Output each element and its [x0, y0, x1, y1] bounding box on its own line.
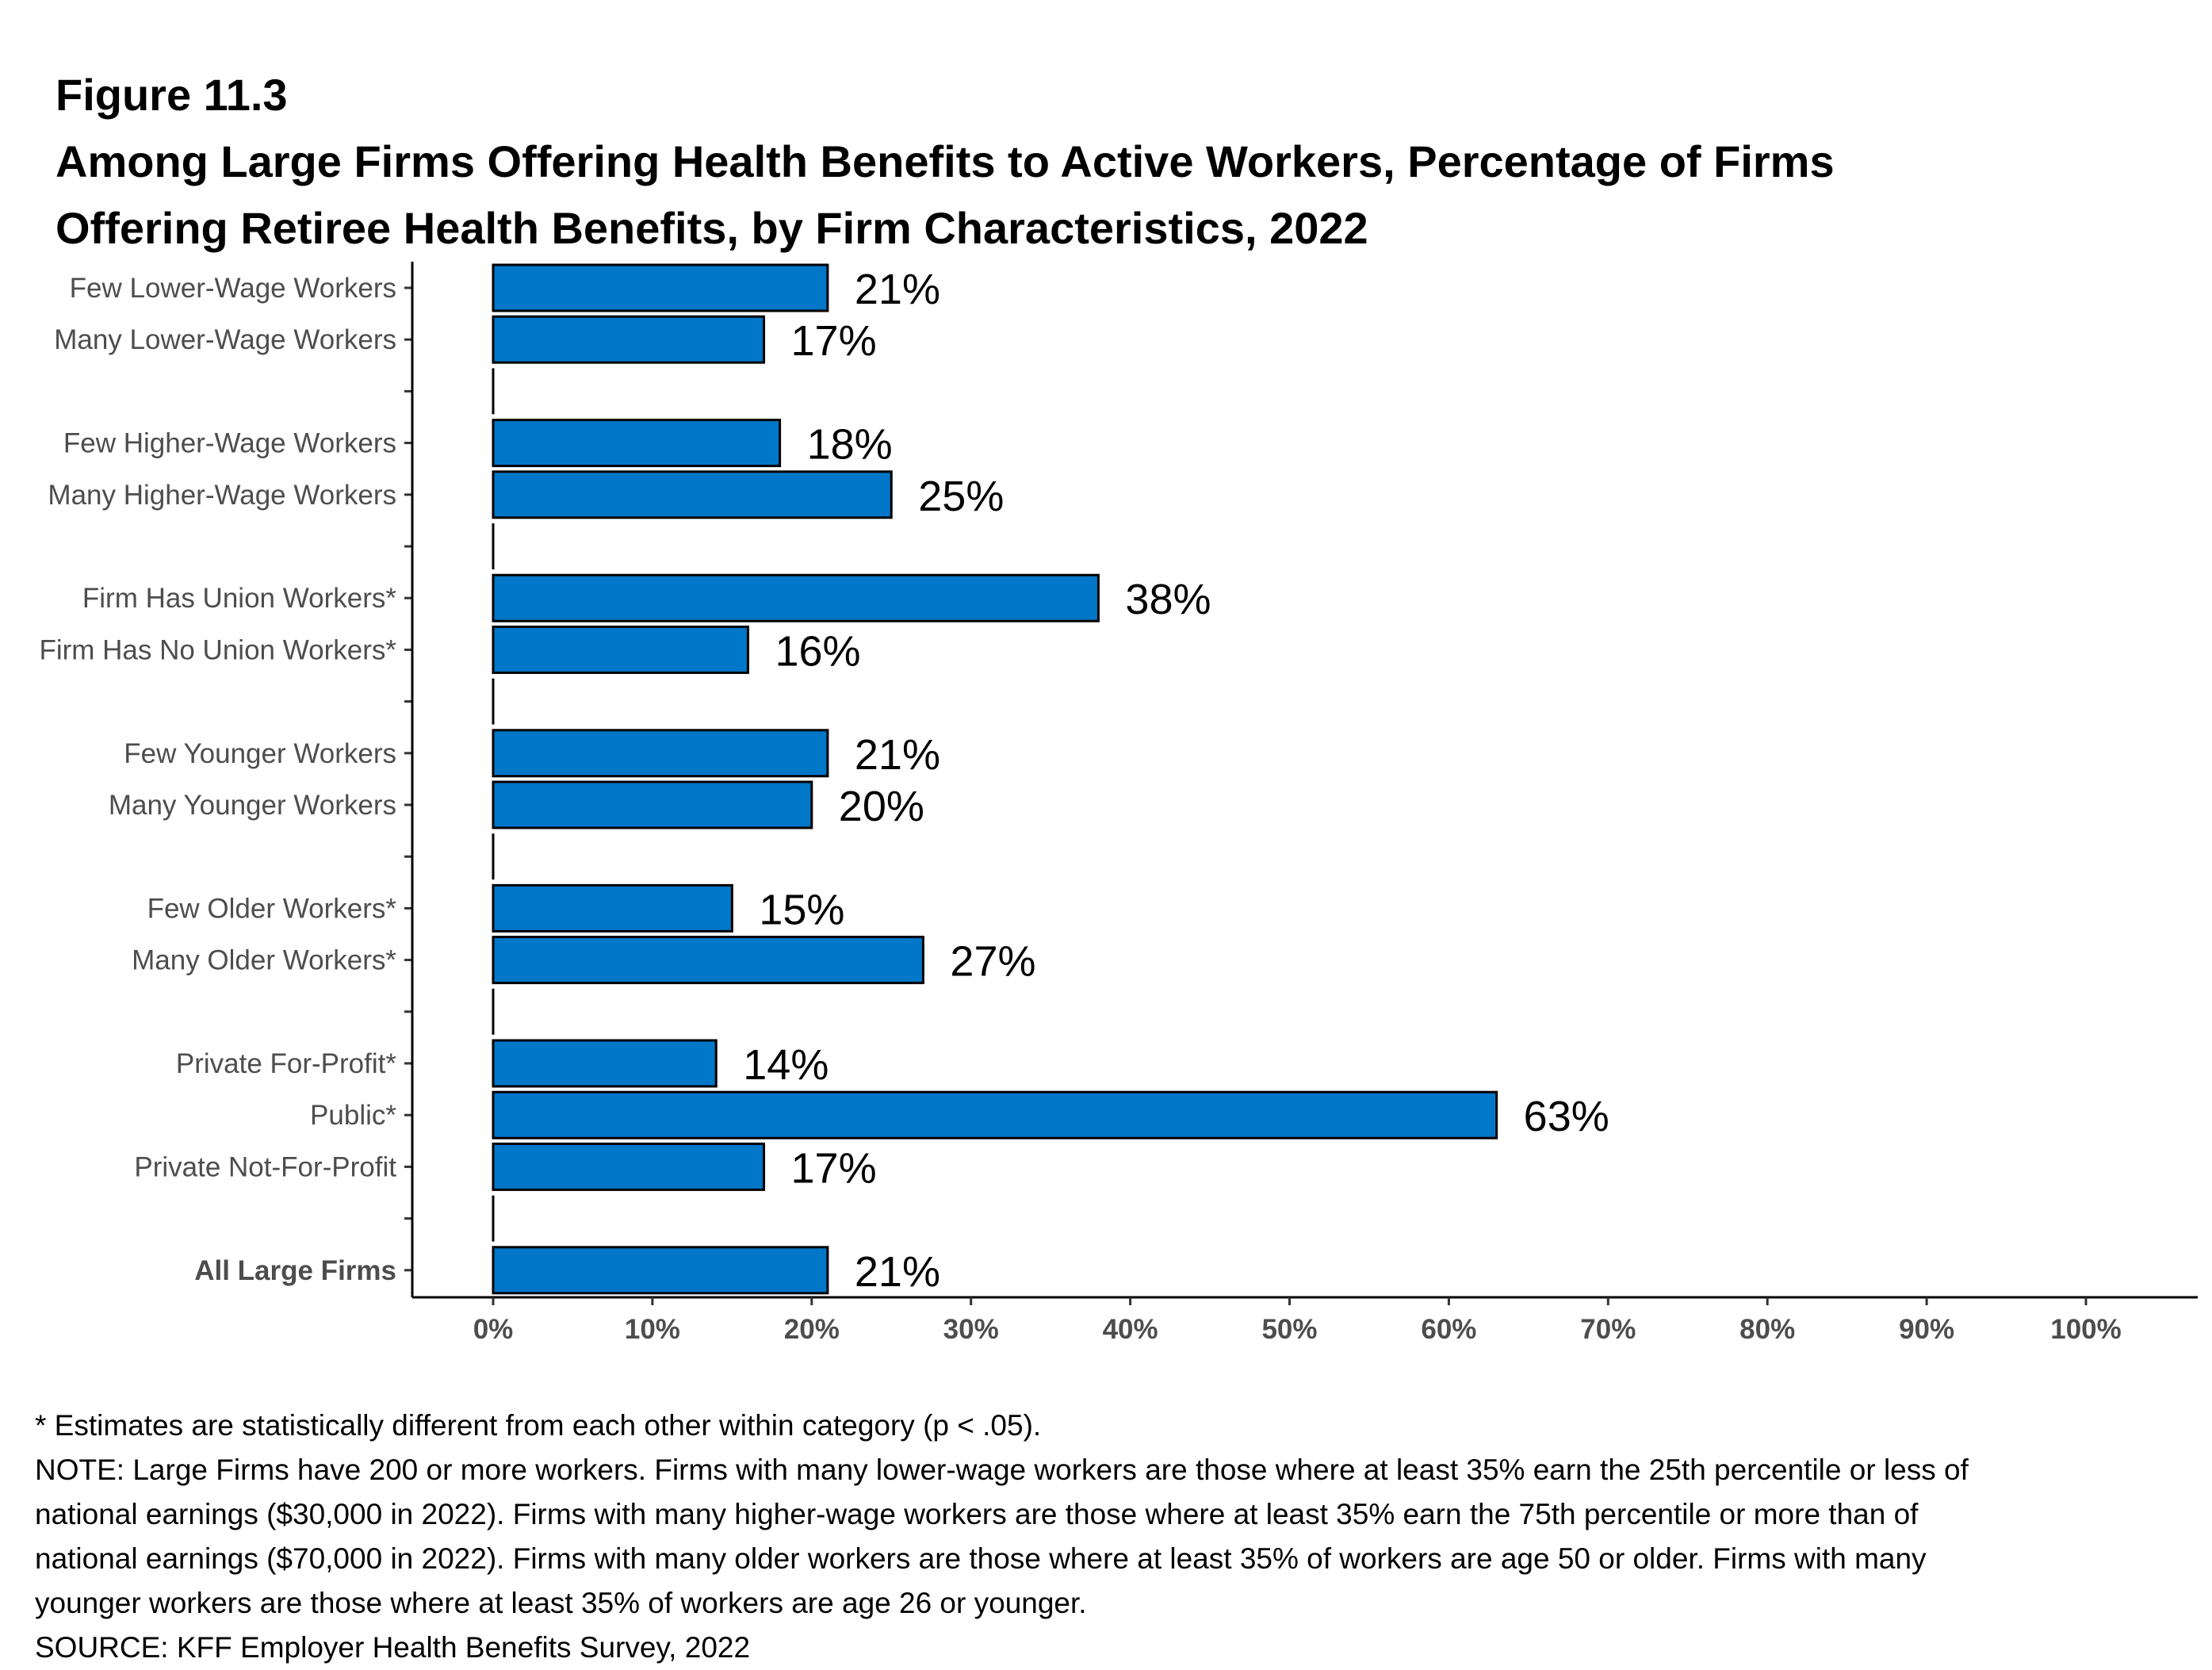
x-tick-label: 80% [1739, 1314, 1795, 1345]
category-label: Many Younger Workers [109, 790, 396, 821]
bar [492, 315, 766, 364]
data-label: 21% [855, 1248, 940, 1296]
data-label: 21% [855, 731, 940, 779]
x-tick-label: 30% [943, 1314, 999, 1345]
x-tick-label: 90% [1899, 1314, 1954, 1345]
category-label: Few Higher-Wage Workers [63, 428, 396, 459]
bar [492, 263, 829, 312]
bar [492, 1246, 829, 1295]
bar [492, 1039, 718, 1088]
bar [492, 936, 924, 985]
note-line-2: national earnings ($30,000 in 2022). Fir… [35, 1498, 1919, 1530]
data-label: 16% [775, 627, 860, 675]
data-label: 20% [839, 783, 924, 830]
note-line-1: NOTE: Large Firms have 200 or more worke… [35, 1454, 1969, 1486]
category-label: Few Lower-Wage Workers [70, 273, 396, 304]
category-label: Public* [310, 1100, 396, 1131]
data-label: 17% [791, 1144, 877, 1192]
figure-title-line-2: Offering Retiree Health Benefits, by Fir… [55, 203, 1368, 253]
category-label: Many Lower-Wage Workers [54, 324, 396, 355]
data-label: 15% [759, 886, 844, 933]
bar [492, 625, 749, 674]
figure-label: Figure 11.3 [55, 70, 288, 120]
x-tick-label: 50% [1261, 1314, 1317, 1345]
data-label: 27% [950, 938, 1035, 986]
category-label: Private Not-For-Profit [134, 1151, 396, 1182]
data-label: 63% [1524, 1093, 1609, 1140]
x-tick-label: 70% [1580, 1314, 1636, 1345]
category-label: Many Higher-Wage Workers [48, 480, 396, 511]
data-label: 18% [807, 421, 893, 469]
data-label: 38% [1125, 576, 1211, 623]
category-label: Firm Has No Union Workers* [39, 634, 396, 665]
note-line-4: younger workers are those where at least… [35, 1587, 1087, 1619]
significance-note: * Estimates are statistically different … [35, 1409, 1042, 1442]
category-label: Few Younger Workers [124, 738, 396, 769]
x-tick-label: 40% [1103, 1314, 1158, 1345]
category-label: Firm Has Union Workers* [82, 583, 396, 614]
category-label: Many Older Workers* [132, 945, 396, 976]
category-label: Few Older Workers* [147, 893, 397, 924]
category-label: All Large Firms [194, 1255, 396, 1286]
x-tick-label: 0% [473, 1314, 514, 1345]
bar [492, 1142, 766, 1191]
bar [492, 419, 782, 468]
x-tick-label: 60% [1421, 1314, 1476, 1345]
x-tick-label: 20% [784, 1314, 840, 1345]
bar [492, 780, 813, 829]
category-label: Private For-Profit* [176, 1048, 396, 1079]
notes-block: * Estimates are statistically different … [35, 1404, 2160, 1670]
bar [492, 573, 1100, 622]
figure-title-block: Figure 11.3 Among Large Firms Offering H… [55, 62, 2157, 262]
x-tick-label: 100% [2050, 1314, 2122, 1345]
data-label: 14% [743, 1041, 829, 1089]
source-note: SOURCE: KFF Employer Health Benefits Sur… [35, 1631, 751, 1664]
bar [492, 1090, 1498, 1140]
data-label: 21% [855, 266, 940, 313]
figure-title-line-1: Among Large Firms Offering Health Benefi… [55, 136, 1835, 186]
x-tick-label: 10% [625, 1314, 680, 1345]
bar [492, 470, 893, 519]
bar-chart: Few Lower-Wage Workers 21% Many Lower-Wage… [39, 262, 2198, 1345]
bar [492, 883, 733, 933]
note-line-3: national earnings ($70,000 in 2022). Fir… [35, 1542, 1927, 1575]
bar [492, 729, 829, 778]
data-label: 17% [791, 317, 877, 365]
data-label: 25% [918, 473, 1004, 520]
